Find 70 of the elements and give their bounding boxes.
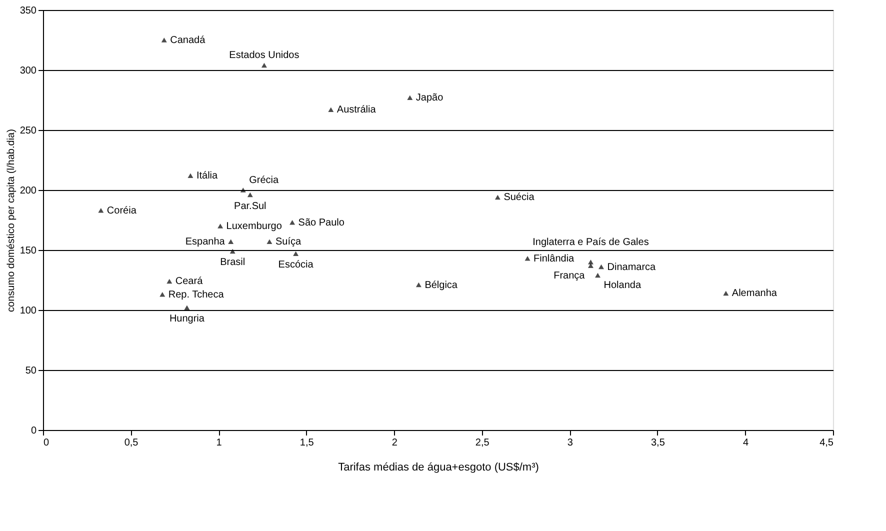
point xyxy=(494,194,500,200)
y-tick-label: 150 xyxy=(20,246,37,256)
annotation: Ceará xyxy=(175,276,204,288)
y-tick-label: 50 xyxy=(25,366,37,376)
annotation: Suíça xyxy=(275,236,302,248)
annotation: Escócia xyxy=(278,260,314,271)
annotation: Canadá xyxy=(170,35,206,46)
annotation: Inglaterra e País de Gales xyxy=(532,237,649,248)
x-tick-label: 3 xyxy=(567,438,574,448)
annotation: Brasil xyxy=(220,257,246,268)
annotation: Alemanha xyxy=(732,288,778,300)
annotation: Bélgica xyxy=(424,280,458,291)
x-tick-label: 1 xyxy=(216,438,222,448)
y-tick-label: 200 xyxy=(20,186,37,196)
x-tick-label: 0,5 xyxy=(124,438,139,448)
x-axis-title: Tarifas médias de água+esgoto (US$/m³) xyxy=(338,462,539,474)
y-tick-label: 250 xyxy=(20,126,37,136)
annotation: Rep. Tcheca xyxy=(168,289,224,300)
point xyxy=(588,260,594,264)
x-tick-label: 3,5 xyxy=(650,438,666,448)
annotation: Holanda xyxy=(604,280,642,292)
point xyxy=(407,95,413,100)
annotation: Luxemburgo xyxy=(226,221,282,232)
point xyxy=(723,290,729,296)
annotation: Coréia xyxy=(106,205,137,216)
annotation: Espanha xyxy=(185,236,226,248)
point xyxy=(161,38,167,42)
point xyxy=(188,173,194,178)
point xyxy=(416,282,422,288)
annotation: São Paulo xyxy=(298,217,345,228)
annotation: Dinamarca xyxy=(607,262,656,273)
point xyxy=(293,251,299,256)
annotation: Hungria xyxy=(169,314,205,325)
annotation: Itália xyxy=(196,170,218,182)
point xyxy=(160,292,166,297)
x-tick-label: 1,5 xyxy=(300,438,314,448)
annotation: Estados Unidos xyxy=(229,50,300,62)
x-tick-label: 2,5 xyxy=(475,438,490,448)
point xyxy=(595,272,600,278)
annotation: Austrália xyxy=(336,104,376,116)
point xyxy=(228,239,234,244)
x-tick-label: 4,5 xyxy=(820,438,834,448)
annotation: Grécia xyxy=(249,175,280,186)
point xyxy=(247,192,253,198)
annotation: Suécia xyxy=(504,192,535,204)
point xyxy=(328,107,334,112)
point xyxy=(598,264,604,270)
point xyxy=(290,220,296,225)
point xyxy=(184,305,190,310)
point xyxy=(98,208,104,213)
x-tick-label: 2 xyxy=(392,438,398,448)
y-tick-label: 0 xyxy=(30,426,37,436)
y-tick-label: 100 xyxy=(20,306,37,316)
x-tick-label: 0 xyxy=(44,438,50,448)
annotation: Par.Sul xyxy=(234,200,266,212)
x-tick-label: 4 xyxy=(742,438,749,448)
point xyxy=(166,278,172,284)
point xyxy=(524,256,530,261)
point xyxy=(588,263,594,268)
point xyxy=(240,188,246,192)
y-tick-label: 300 xyxy=(20,66,37,76)
point xyxy=(261,62,267,68)
point xyxy=(230,248,236,254)
annotation: França xyxy=(554,270,586,282)
point xyxy=(266,239,272,244)
point xyxy=(218,224,224,228)
annotation: Finlândia xyxy=(534,253,575,264)
y-tick-label: 350 xyxy=(20,6,37,16)
annotation: Japão xyxy=(416,92,444,104)
y-axis-title: consumo doméstico per capita (l/hab.dia) xyxy=(6,129,17,312)
